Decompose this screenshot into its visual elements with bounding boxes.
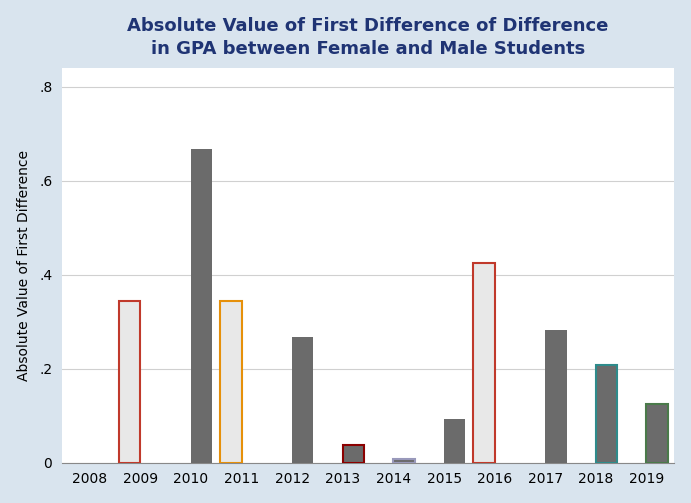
Title: Absolute Value of First Difference of Difference
in GPA between Female and Male : Absolute Value of First Difference of Di… <box>127 17 609 58</box>
Bar <box>596 365 617 463</box>
Bar <box>473 263 495 463</box>
Bar <box>545 330 567 463</box>
Bar <box>647 404 668 463</box>
Bar <box>220 301 242 463</box>
Bar <box>292 337 314 463</box>
Bar <box>191 149 212 463</box>
Bar <box>444 419 465 463</box>
Bar <box>119 301 140 463</box>
Bar <box>343 445 364 463</box>
Bar <box>393 459 415 463</box>
Y-axis label: Absolute Value of First Difference: Absolute Value of First Difference <box>17 150 30 381</box>
